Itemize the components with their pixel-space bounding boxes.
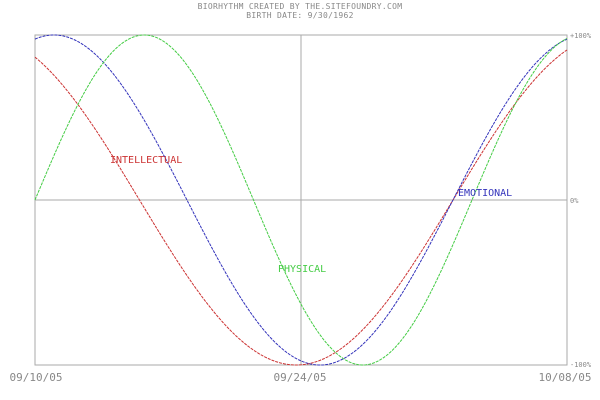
xtick-label-middle: 09/24/05 [274, 371, 327, 384]
intellectual-series-label: INTELLECTUAL [110, 155, 182, 166]
emotional-series-label: EMOTIONAL [458, 188, 512, 199]
xtick-label-end: 10/08/05 [539, 371, 592, 384]
ytick-label-zero: 0% [570, 197, 579, 205]
physical-series-label: PHYSICAL [278, 264, 326, 275]
physical-series-line [34, 34, 568, 366]
ytick-label-top: +100% [570, 32, 592, 40]
xtick-label-start: 09/10/05 [10, 371, 63, 384]
intellectual-series-line [34, 49, 568, 366]
chart-title: BIORHYTHM CREATED BY THE.SITEFOUNDRY.COM [198, 2, 403, 11]
emotional-series-line [34, 34, 568, 366]
birth-date-subtitle: BIRTH DATE: 9/30/1962 [246, 11, 353, 20]
ytick-label-bottom: -100% [570, 361, 592, 369]
series-layer [34, 34, 568, 366]
